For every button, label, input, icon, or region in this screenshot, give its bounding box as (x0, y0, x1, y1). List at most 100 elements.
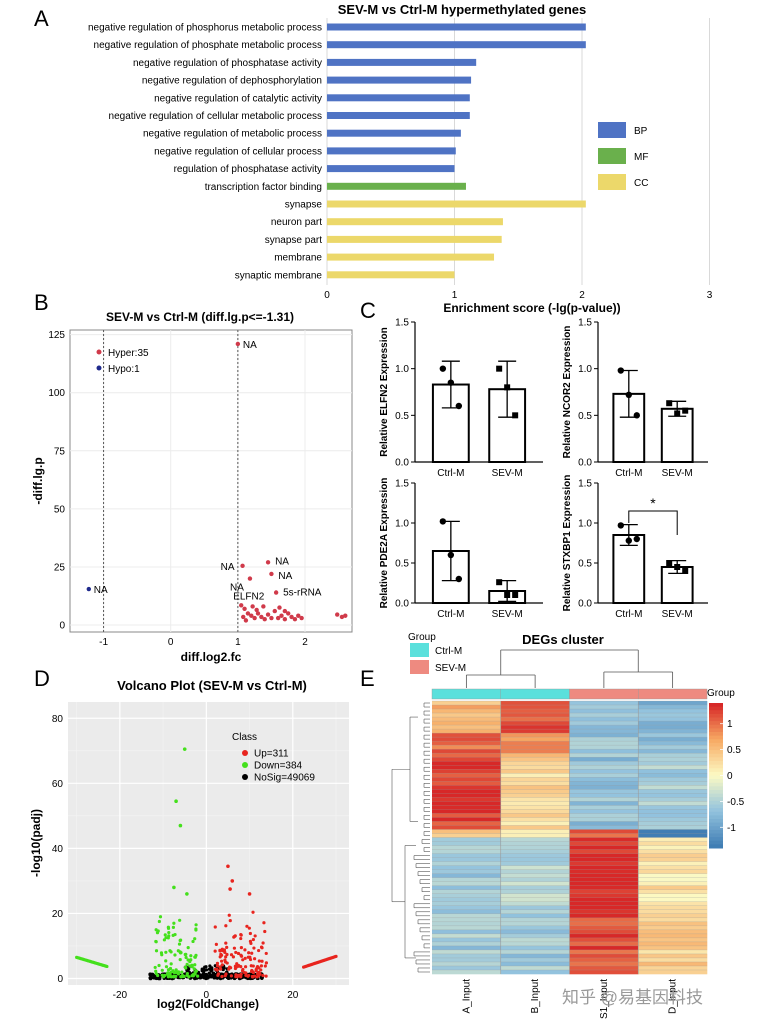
panel-e-heatmap-cell (569, 869, 639, 874)
panel-e-heatmap-cell (638, 953, 708, 959)
panel-b-point (286, 611, 291, 616)
panel-e-heatmap-cell (432, 745, 502, 750)
panel-e-colorbar-step (709, 782, 723, 787)
panel-d-point (223, 958, 227, 962)
panel-e-heatmap-cell (432, 921, 502, 927)
panel-a-bar (327, 200, 586, 208)
panel-b-point (277, 605, 282, 610)
panel-d-point (264, 974, 268, 978)
panel-b-point-label: NA (278, 571, 292, 582)
panel-d-point (194, 928, 198, 932)
panel-e-heatmap-cell (432, 957, 502, 963)
panel-e-heatmap-cell (500, 853, 570, 858)
panel-e-heatmap-cell (500, 785, 570, 790)
panel-e-heatmap-cell (569, 721, 639, 726)
panel-c-x-tick: Ctrl-M (615, 609, 642, 620)
panel-e-heatmap-cell (569, 833, 639, 838)
panel-d-point (246, 955, 250, 959)
panel-e-heatmap-cell (432, 757, 502, 762)
panel-b-point (265, 560, 271, 565)
panel-e-heatmap-cell (500, 805, 570, 810)
panel-e-heatmap-cell (569, 793, 639, 798)
panel-c-point (674, 410, 681, 417)
panel-e-heatmap-cell (569, 729, 639, 734)
panel-e-heatmap-cell (638, 881, 708, 886)
panel-c-y-tick: 1.0 (578, 364, 592, 375)
panel-d-point (176, 970, 181, 974)
panel-b-point (272, 608, 277, 614)
panel-e-heatmap-cell (432, 853, 502, 858)
panel-c-chart: 0.0 0.5 1.0 1.5 Ctrl-M SEV-M Relative NCOR2 Ex… (562, 318, 708, 479)
panel-d-point (164, 965, 169, 969)
panel-d-plot-area (68, 702, 349, 985)
panel-d-point (224, 955, 228, 959)
panel-c-y-tick: 0.5 (578, 411, 592, 422)
panel-e-colorbar-step (709, 837, 723, 842)
panel-b-point (240, 563, 245, 568)
panel-e-heatmap-cell (569, 877, 639, 882)
panel-e-heatmap-cell (500, 897, 570, 903)
panel-d-point (214, 942, 218, 946)
panel-e-heatmap-cell (432, 721, 502, 726)
panel-d-point (233, 964, 237, 968)
panel-e-heatmap-cell (432, 821, 502, 826)
panel-d-point (263, 964, 267, 968)
panel-e-heatmap-cell (432, 849, 502, 854)
panel-b-title: SEV-M vs Ctrl-M (diff.lg.p<=-1.31) (106, 310, 294, 324)
panel-e-colorbar-step (709, 804, 723, 809)
panel-b-point (282, 617, 288, 622)
panel-e-colorbar-step (709, 797, 723, 802)
panel-d-point (153, 975, 157, 980)
panel-e-heatmap-cell (638, 933, 708, 939)
panel-e-heatmap-cell (569, 769, 639, 774)
panel-d-point (204, 972, 208, 977)
panel-d-point (160, 973, 164, 977)
panel-e-heatmap-cell (569, 945, 639, 951)
panel-a-category-label: negative regulation of cellular process (154, 146, 322, 157)
panel-b-point-label: NA (94, 585, 108, 596)
panel-e-heatmap-cell (432, 813, 502, 818)
panel-e-heatmap-cell (638, 897, 708, 903)
panel-e-colorbar-tick: 0 (727, 771, 733, 782)
panel-e-heatmap-cell (432, 925, 502, 931)
panel-d-point (247, 951, 251, 955)
panel-e-heatmap-cell (569, 781, 639, 786)
panel-d-point (243, 948, 247, 952)
panel-c-x-tick: Ctrl-M (437, 609, 464, 620)
panel-d-point (160, 953, 164, 957)
panel-e-heatmap-cell (638, 825, 708, 830)
panel-a-x-tick: 3 (707, 290, 713, 301)
panel-c-point (504, 384, 511, 391)
panel-d-point (182, 747, 187, 751)
panel-b-point (265, 612, 271, 617)
panel-e-heatmap-cell (638, 945, 708, 951)
panel-b-y-tick: 25 (54, 562, 66, 573)
panel-e-heatmap-cell (432, 797, 502, 802)
panel-e-heatmap-cell (432, 753, 502, 758)
panel-c-y-tick: 0.0 (395, 599, 409, 610)
panel-d-point (261, 941, 265, 945)
panel-a-category-label: synapse (285, 200, 323, 211)
panel-e-colorbar-step (709, 750, 723, 755)
panel-a-bar (327, 76, 472, 84)
panel-e-heatmap-cell (432, 765, 502, 770)
panel-b-y-tick: 50 (54, 504, 66, 515)
panel-e-heatmap-cell (638, 789, 708, 794)
panel-d-point (234, 973, 238, 977)
panel-e-heatmap-cell (500, 857, 570, 862)
panel-e-heatmap-cell (569, 753, 639, 758)
panel-e-heatmap-cell (569, 897, 639, 903)
panel-e-heatmap-cell (432, 857, 502, 862)
panel-e-letter: E (360, 666, 375, 691)
panel-e-heatmap-cell (432, 805, 502, 810)
panel-d-point (228, 887, 232, 891)
panel-d-point (188, 960, 192, 964)
panel-d-point (194, 969, 198, 973)
panel-d-point (229, 966, 233, 970)
watermark: 知乎 @易基因科技 (562, 988, 703, 1007)
panel-e-column-label: B_Input (530, 979, 541, 1014)
panel-e-heatmap-cell (638, 709, 708, 714)
panel-e-colorbar-step (709, 793, 723, 798)
